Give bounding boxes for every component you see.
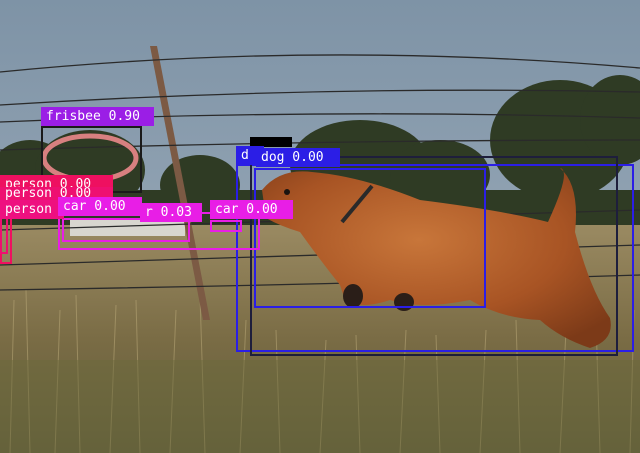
dog-big-label-tag bbox=[250, 137, 292, 147]
person-label-c: person bbox=[0, 200, 64, 219]
car-label-c: car 0.00 bbox=[210, 200, 293, 219]
dog-inner-box bbox=[254, 168, 486, 308]
dog-label: dog 0.00 bbox=[256, 148, 340, 167]
dog-dark-box bbox=[250, 156, 618, 356]
dog-outer-box bbox=[236, 164, 634, 352]
car-label-b: r 0.03 bbox=[140, 203, 202, 222]
dog-figure bbox=[262, 168, 611, 348]
car-label-a: car 0.00 bbox=[58, 197, 142, 216]
car-box-b bbox=[62, 218, 190, 242]
car-box-c bbox=[210, 220, 242, 232]
frisbee-label: frisbee 0.90 bbox=[41, 107, 154, 126]
